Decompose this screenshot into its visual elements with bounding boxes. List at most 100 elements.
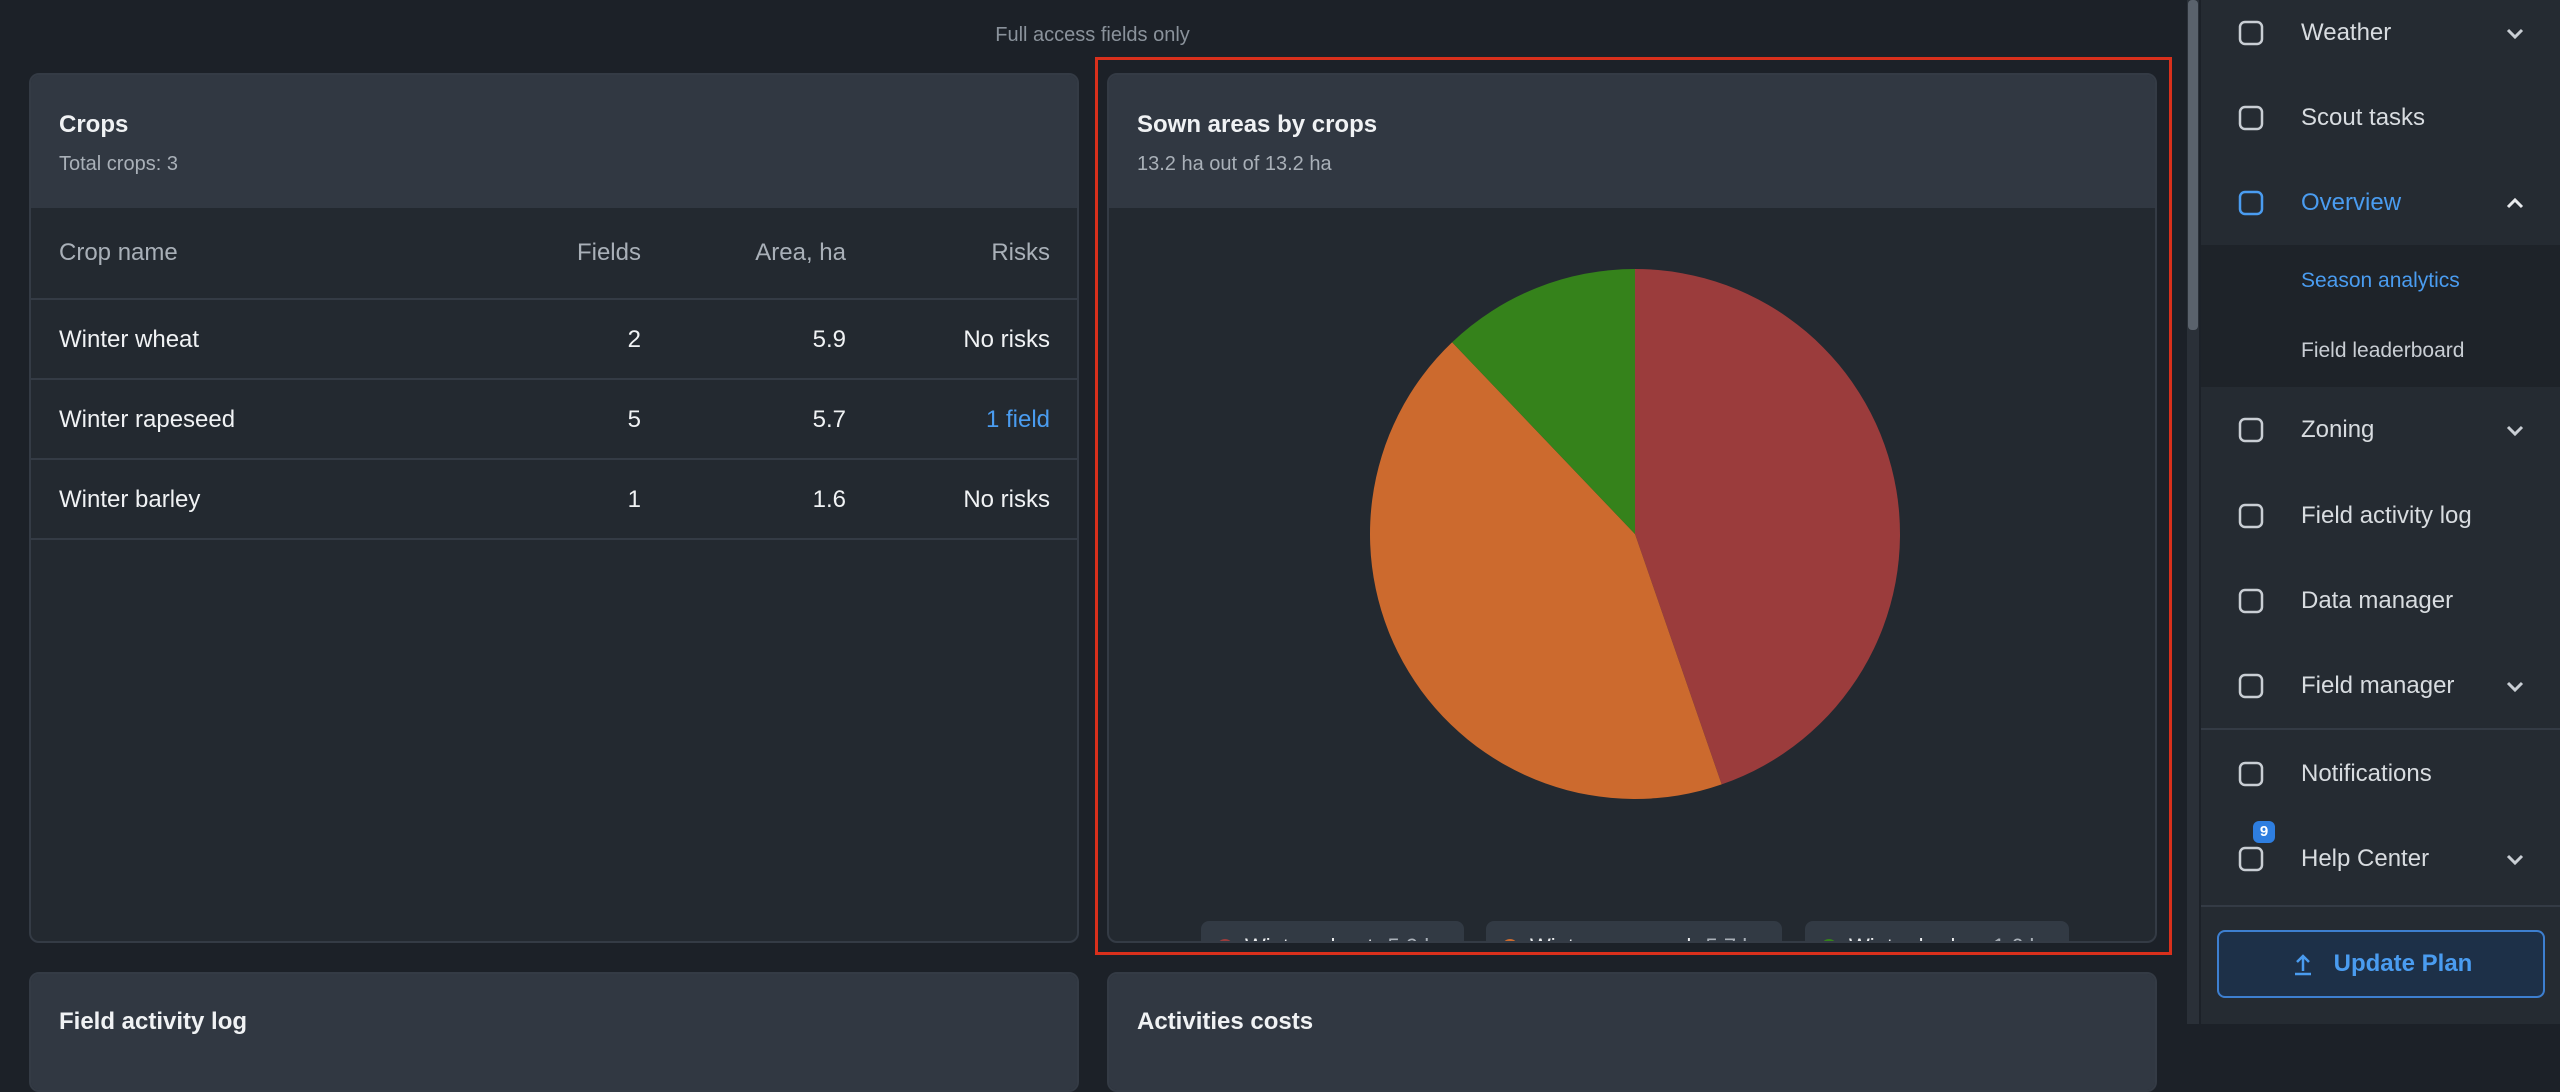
divider [2201,905,2560,907]
icon-shape [2238,503,2264,529]
chevron [2506,681,2524,693]
table-cell: No risks [963,486,1050,513]
icon-path [2294,954,2311,976]
nav-item[interactable]: Field manager [2301,672,2455,699]
legend-dot [1821,939,1837,941]
nav-icon [2238,417,2264,443]
card-header [1109,75,2155,208]
nav-item[interactable]: Scout tasks [2301,104,2426,131]
crops-card: Crops Total crops: 3 Crop name Fields Area, … [29,73,1079,943]
pie-slice [1452,269,1635,534]
table-cell: 1.6 [812,486,846,513]
card-header [31,75,1077,208]
nav-icon [2238,588,2264,614]
separator [31,538,1077,540]
chevron-path [2506,854,2524,866]
pie-slice [1635,269,1901,785]
chart-subtitle: 13.2 ha out of 13.2 ha [1137,153,1332,175]
nav-icon [2238,20,2264,46]
chevron [2506,854,2524,866]
icon-shape [2238,588,2264,614]
legend-item: Winter rapeseed 5.7 ha [1486,921,1782,941]
upload-icon [2294,954,2311,976]
chart-title: Sown areas by crops [1137,111,1378,138]
card-subtitle: Total crops: 3 [59,153,178,175]
legend-label: Winter rapeseed [1530,934,1698,941]
chart-card: Sown areas by crops 13.2 ha out of 13.2 h… [1107,73,2157,943]
legend-label: Winter wheat [1245,934,1380,941]
pie-chart [1370,269,1901,800]
separator [31,378,1077,380]
legend-value: 1.6 ha [1993,934,2054,941]
icon-shape [2238,673,2264,699]
table-cell: 2 [627,326,641,353]
chevron [2506,28,2524,40]
nav-item[interactable]: Field activity log [2301,502,2472,529]
column-header: Fields [576,239,641,266]
nav-item[interactable]: Notifications [2301,760,2432,787]
card-title: Field activity log [59,1008,248,1035]
nav-item[interactable]: Zoning [2301,416,2375,443]
pie-slice [1370,342,1722,800]
bottom-card: Field activity log [29,972,1079,1092]
scrollbar-thumb [2188,0,2198,330]
nav-item[interactable]: Help Center [2301,845,2430,872]
icon-shape [2238,417,2264,443]
nav-icon [2238,673,2264,699]
divider [2201,728,2560,730]
update-plan-button[interactable]: Update Plan [2217,930,2545,998]
highlight-box [1095,57,2172,955]
chevron-path [2506,197,2524,209]
submenu-item[interactable]: Field leaderboard [2301,339,2465,362]
sidebar: Weather Scout tasks Overview Season analyti… [2201,0,2560,1024]
risk-link[interactable]: 1 field [985,406,1050,433]
nav-icon [2238,761,2264,787]
table-cell: Winter wheat [59,326,200,353]
bottom-card: Activities costs [1107,972,2157,1092]
page: Full access fields only Crops Total crops:… [0,0,2560,1024]
icon-shape [2238,846,2264,872]
table-cell: No risks [963,326,1050,353]
table-cell: 1 [627,486,641,513]
legend-item: Winter wheat 5.9 ha [1201,921,1464,941]
table-cell: 5.7 [812,406,846,433]
nav-icon [2238,503,2264,529]
banner: Full access fields only [995,24,1190,46]
nav-icon [2238,846,2264,872]
icon-shape [2238,761,2264,787]
table-cell: 5.9 [812,326,846,353]
chevron [2506,197,2524,209]
submenu-item[interactable]: Season analytics [2301,269,2460,292]
icon-shape [2238,20,2264,46]
button-label: Update Plan [2333,950,2473,977]
column-header: Crop name [59,239,178,266]
icon-shape [2238,105,2264,131]
icon-shape [2238,190,2264,216]
column-header: Risks [991,239,1050,266]
column-header: Area, ha [755,239,846,266]
legend-value: 5.7 ha [1706,934,1767,941]
nav-item[interactable]: Weather [2301,19,2392,46]
app: Full access fields only Crops Total crops:… [0,0,2560,1024]
chevron [2506,425,2524,437]
separator [31,458,1077,460]
table-cell: 5 [627,406,641,433]
nav-icon [2238,105,2264,131]
chevron-path [2506,425,2524,437]
nav-item[interactable]: Overview [2301,189,2402,216]
legend-dot [1217,939,1233,941]
legend-dot [1502,939,1518,941]
nav-item[interactable]: Data manager [2301,587,2454,614]
chevron-path [2506,28,2524,40]
card-title: Activities costs [1137,1008,1314,1035]
nav-icon [2238,190,2264,216]
card-title: Crops [59,111,129,138]
submenu-bg [2201,245,2560,387]
table-cell: Winter rapeseed [59,406,236,433]
legend-label: Winter barley [1849,934,1985,941]
legend-value: 5.9 ha [1388,934,1449,941]
legend-item: Winter barley 1.6 ha [1805,921,2069,941]
table-cell: Winter barley [59,486,201,513]
badge: 9 [2253,821,2275,843]
separator [31,298,1077,300]
